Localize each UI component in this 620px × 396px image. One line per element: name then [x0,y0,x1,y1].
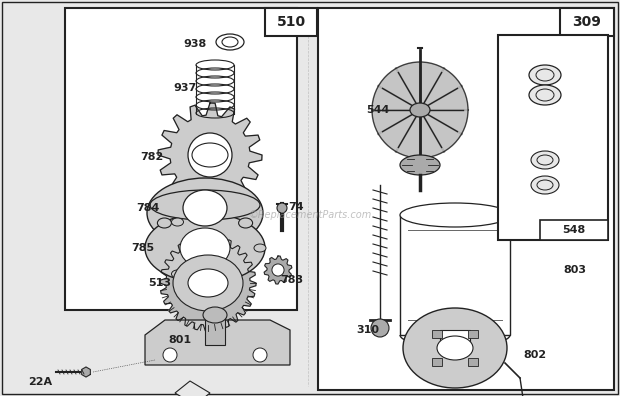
Circle shape [183,258,233,308]
Circle shape [277,203,287,213]
Ellipse shape [537,155,553,165]
Ellipse shape [529,65,561,85]
Text: 74: 74 [288,202,304,212]
Text: 802: 802 [523,350,547,360]
Ellipse shape [410,103,430,117]
Text: 510: 510 [277,15,306,29]
Circle shape [163,348,177,362]
Circle shape [371,319,389,337]
Text: 785: 785 [131,243,154,253]
Ellipse shape [536,69,554,81]
Text: 544: 544 [366,105,390,115]
Text: 22A: 22A [28,377,52,387]
Text: 938: 938 [184,39,206,49]
Ellipse shape [173,255,243,311]
Ellipse shape [172,270,184,278]
Bar [467,358,477,366]
Text: ©ReplacementParts.com: ©ReplacementParts.com [249,210,371,220]
Text: 801: 801 [169,335,192,345]
Ellipse shape [400,155,440,175]
Ellipse shape [531,151,559,169]
Ellipse shape [222,37,238,47]
Bar [400,215,510,335]
Ellipse shape [203,307,227,323]
Ellipse shape [172,218,184,226]
Ellipse shape [188,269,228,297]
Bar [467,330,477,338]
Ellipse shape [180,228,230,268]
Ellipse shape [437,336,473,360]
Polygon shape [145,320,290,365]
Ellipse shape [400,203,510,227]
Polygon shape [440,330,470,353]
Bar [432,330,442,338]
Ellipse shape [254,244,266,252]
Polygon shape [158,103,262,207]
Bar [432,358,442,366]
Text: 548: 548 [562,225,586,235]
Circle shape [253,348,267,362]
Ellipse shape [145,213,265,283]
Polygon shape [175,381,210,396]
Bar [498,35,608,240]
Ellipse shape [183,190,227,226]
Ellipse shape [157,218,171,228]
Bar [540,220,608,240]
Bar [65,8,297,310]
Bar [560,8,614,36]
Text: 782: 782 [140,152,164,162]
Text: 784: 784 [136,203,160,213]
Ellipse shape [192,143,228,167]
Ellipse shape [216,34,244,50]
Text: 803: 803 [564,265,587,275]
Ellipse shape [372,62,468,158]
Ellipse shape [536,89,554,101]
Circle shape [272,264,284,276]
Ellipse shape [537,180,553,190]
Ellipse shape [531,176,559,194]
Ellipse shape [403,308,507,388]
Ellipse shape [150,190,260,220]
Polygon shape [82,367,91,377]
Text: 783: 783 [280,275,304,285]
Polygon shape [160,235,256,331]
Polygon shape [264,256,292,284]
Ellipse shape [147,178,263,248]
Text: 309: 309 [572,15,601,29]
Bar [318,8,614,390]
Text: 310: 310 [356,325,379,335]
Ellipse shape [239,218,252,228]
Bar [205,315,225,345]
Circle shape [188,133,232,177]
Bar [265,8,317,36]
Text: 937: 937 [174,83,197,93]
Ellipse shape [529,85,561,105]
Text: 513: 513 [149,278,172,288]
